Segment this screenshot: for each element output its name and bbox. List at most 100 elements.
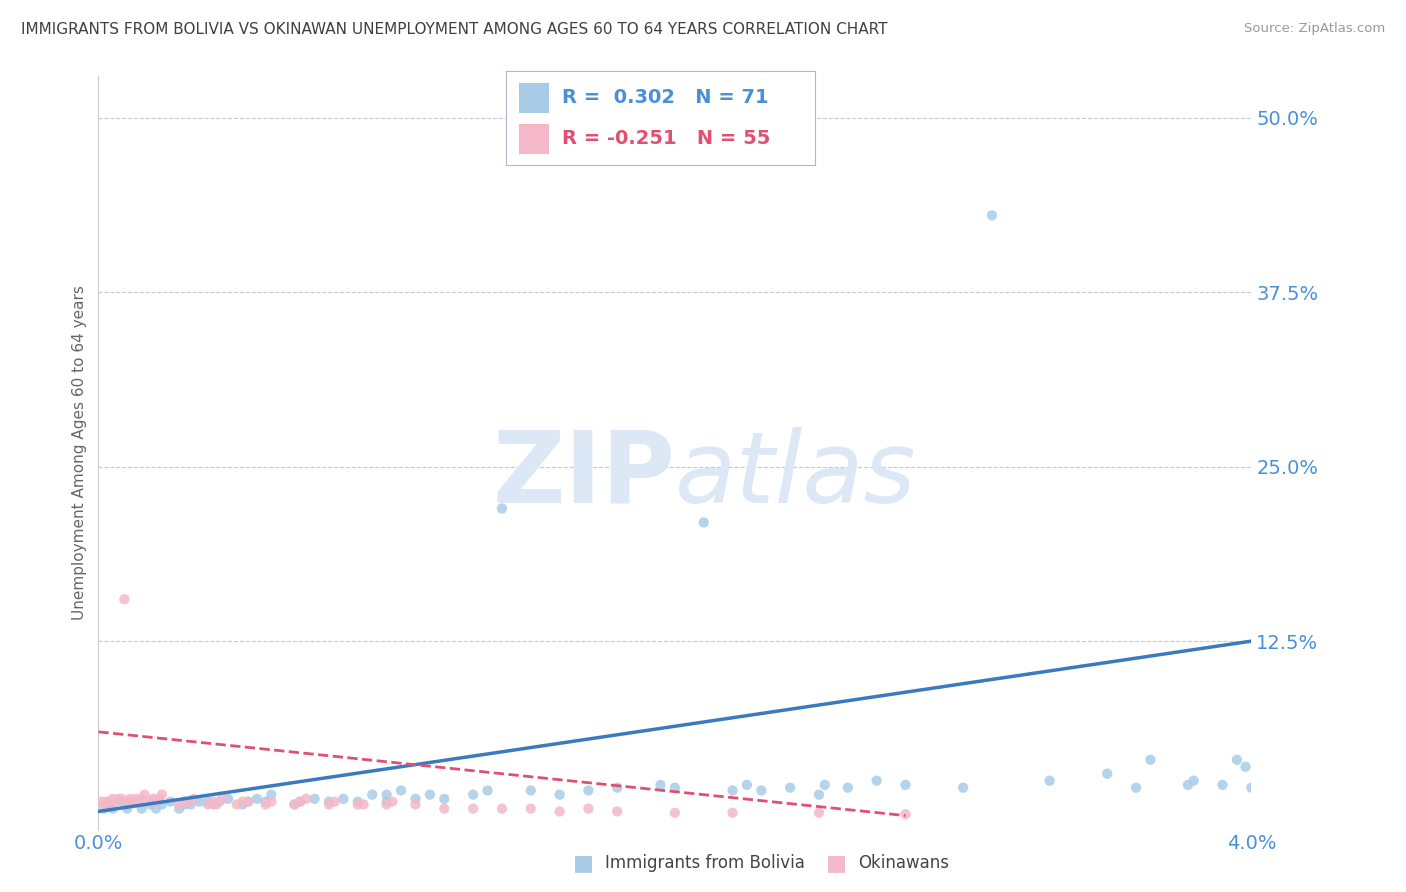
- Point: [117, 797, 139, 812]
- Text: R =  0.302   N = 71: R = 0.302 N = 71: [562, 88, 769, 107]
- Point: [664, 805, 686, 820]
- Point: [202, 795, 225, 809]
- Point: [1097, 766, 1119, 780]
- Point: [150, 797, 173, 812]
- Point: [142, 792, 165, 806]
- Point: [205, 797, 228, 812]
- Point: [183, 792, 205, 806]
- Point: [381, 795, 404, 809]
- Text: R = -0.251   N = 55: R = -0.251 N = 55: [562, 129, 770, 148]
- Point: [110, 792, 132, 806]
- Point: [375, 795, 398, 809]
- Point: [491, 802, 513, 816]
- Text: IMMIGRANTS FROM BOLIVIA VS OKINAWAN UNEMPLOYMENT AMONG AGES 60 TO 64 YEARS CORRE: IMMIGRANTS FROM BOLIVIA VS OKINAWAN UNEM…: [21, 22, 887, 37]
- Point: [1139, 753, 1161, 767]
- Point: [318, 795, 340, 809]
- Point: [180, 797, 202, 812]
- Point: [117, 795, 139, 809]
- Point: [159, 795, 181, 809]
- Point: [814, 778, 837, 792]
- Point: [461, 788, 484, 802]
- Point: [1177, 778, 1199, 792]
- Point: [104, 795, 127, 809]
- Point: [779, 780, 801, 795]
- Point: [254, 795, 277, 809]
- Point: [808, 788, 831, 802]
- Point: [122, 795, 145, 809]
- Point: [290, 795, 312, 809]
- Point: [254, 797, 277, 812]
- Point: [93, 802, 115, 816]
- Point: [721, 805, 744, 820]
- Text: ■: ■: [827, 854, 846, 873]
- Point: [361, 788, 384, 802]
- Point: [139, 797, 162, 812]
- FancyBboxPatch shape: [519, 83, 550, 112]
- Y-axis label: Unemployment Among Ages 60 to 64 years: Unemployment Among Ages 60 to 64 years: [72, 285, 87, 620]
- Point: [260, 795, 283, 809]
- Point: [578, 802, 600, 816]
- Point: [346, 797, 368, 812]
- Point: [238, 795, 260, 809]
- Point: [225, 797, 247, 812]
- Point: [167, 797, 190, 812]
- Point: [208, 795, 231, 809]
- Point: [283, 797, 305, 812]
- Point: [131, 802, 153, 816]
- Point: [735, 778, 758, 792]
- Point: [117, 802, 139, 816]
- Point: [145, 802, 167, 816]
- Point: [174, 795, 197, 809]
- Point: [131, 792, 153, 806]
- Point: [1125, 780, 1147, 795]
- Point: [197, 795, 219, 809]
- Point: [246, 792, 269, 806]
- Point: [606, 805, 628, 819]
- Text: atlas: atlas: [675, 426, 917, 524]
- Point: [231, 797, 254, 812]
- Point: [101, 792, 124, 806]
- Point: [295, 792, 318, 806]
- Point: [548, 805, 571, 819]
- Point: [491, 501, 513, 516]
- Point: [375, 797, 398, 812]
- Point: [419, 788, 441, 802]
- Point: [148, 792, 170, 806]
- Point: [145, 795, 167, 809]
- Point: [101, 802, 124, 816]
- Point: [433, 792, 456, 806]
- FancyBboxPatch shape: [519, 124, 550, 153]
- Point: [122, 795, 145, 809]
- Point: [145, 795, 167, 809]
- Point: [202, 797, 225, 812]
- Point: [107, 792, 129, 806]
- Point: [96, 795, 118, 809]
- Point: [1212, 778, 1234, 792]
- Point: [894, 778, 917, 792]
- Text: ZIP: ZIP: [492, 426, 675, 524]
- Point: [231, 795, 254, 809]
- Point: [125, 792, 148, 806]
- Point: [283, 797, 305, 812]
- Point: [664, 780, 686, 795]
- Point: [548, 788, 571, 802]
- Point: [1182, 773, 1205, 788]
- Point: [353, 797, 375, 812]
- Point: [751, 783, 773, 797]
- Point: [128, 795, 150, 809]
- Point: [150, 788, 173, 802]
- Point: [93, 797, 115, 812]
- Point: [405, 797, 427, 812]
- Point: [139, 795, 162, 809]
- Point: [346, 795, 368, 809]
- Point: [290, 795, 312, 809]
- Point: [98, 795, 121, 809]
- Point: [110, 795, 132, 809]
- Point: [389, 783, 412, 797]
- Point: [866, 773, 889, 788]
- Point: [837, 780, 859, 795]
- Point: [323, 795, 346, 809]
- Point: [693, 516, 716, 530]
- Point: [520, 802, 543, 816]
- Point: [134, 788, 156, 802]
